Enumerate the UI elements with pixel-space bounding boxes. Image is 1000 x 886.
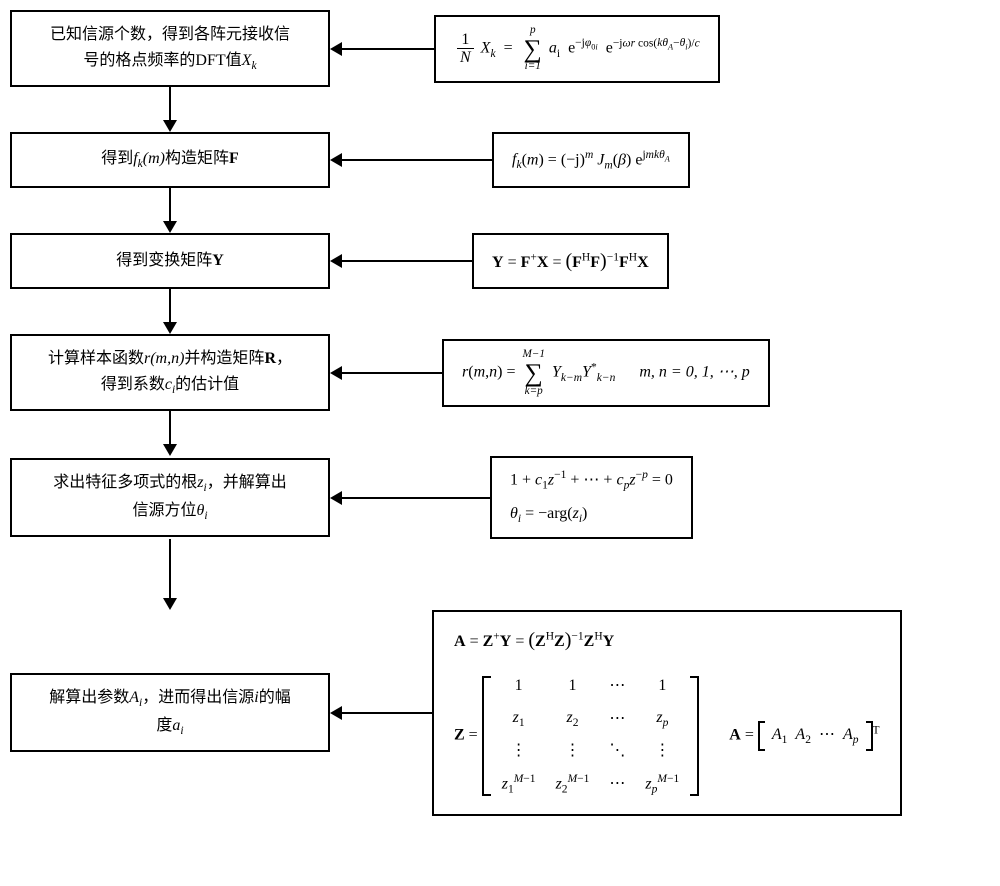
eq5-box: 1 + c1z−1 + ⋯ + cpz−p = 0 θi = −arg(zi) bbox=[490, 456, 693, 539]
step6-text-a: 解算出参数 bbox=[49, 689, 129, 706]
step3-box: 得到变换矩阵Y bbox=[10, 233, 330, 289]
arrow-h-2 bbox=[330, 153, 492, 167]
step1-var: X bbox=[242, 52, 252, 69]
row-3: 得到变换矩阵Y Y = F+X = (FHF)−1FHX bbox=[10, 233, 990, 289]
step6-text-c: 的幅 bbox=[259, 689, 291, 706]
matrix-Z: 11⋯1 z1z2⋯zp ⋮⋮⋱⋮ z1M−1z2M−1⋯zpM−1 bbox=[492, 670, 690, 802]
step6-box: 解算出参数Ai，进而得出信源i的幅 度ai bbox=[10, 673, 330, 752]
eq4-Y1sub: k−m bbox=[561, 372, 582, 384]
step4-text-a: 计算样本函数 bbox=[48, 350, 144, 367]
eq1-k: k bbox=[490, 47, 495, 59]
step6-text-b: ，进而得出信源 bbox=[142, 689, 254, 706]
row-6: 解算出参数Ai，进而得出信源i的幅 度ai A = Z+Y = (ZHZ)−1Z… bbox=[10, 610, 990, 816]
eq6-A: A = A1 A2 ⋯ Ap T bbox=[729, 721, 879, 751]
eq6-line1: A = Z+Y = (ZHZ)−1ZHY bbox=[454, 624, 614, 656]
eq4-sum-bot: k=p bbox=[522, 386, 544, 397]
eq1-exp1: −jφ0i bbox=[575, 37, 598, 49]
step5-text-c: 信源方位 bbox=[132, 502, 196, 519]
eq6-Z: Z = 11⋯1 z1z2⋯zp ⋮⋮⋱⋮ z1M−1z2M−1⋯zpM−1 bbox=[454, 670, 699, 802]
arrow-h-3 bbox=[330, 254, 472, 268]
step6-A: A bbox=[129, 689, 139, 706]
eq5: 1 + c1z−1 + ⋯ + cpz−p = 0 θi = −arg(zi) bbox=[510, 466, 673, 529]
eq4: r(m,n) = M−1∑k=p Yk−mY*k−n m, n = 0, 1, … bbox=[462, 349, 750, 397]
step2-F: F bbox=[229, 150, 239, 167]
arrow-h-6 bbox=[330, 706, 432, 720]
eq5-line1: 1 + c1z−1 + ⋯ + cpz−p = 0 bbox=[510, 466, 673, 495]
eq2-exp: jmkθA bbox=[642, 149, 669, 161]
step1-var-sub: k bbox=[251, 60, 256, 72]
row-4: 计算样本函数r(m,n)并构造矩阵R， 得到系数ci的估计值 r(m,n) = … bbox=[10, 334, 990, 411]
eq5-line2: θi = −arg(zi) bbox=[510, 501, 587, 529]
step6-text-d: 度 bbox=[156, 717, 172, 734]
step1-text-line1: 已知信源个数，得到各阵元接收信 bbox=[50, 26, 290, 43]
step4-text-d: 得到系数 bbox=[101, 376, 165, 393]
step4-text-b: 并构造矩阵 bbox=[184, 350, 264, 367]
bracket-l2-icon bbox=[758, 721, 766, 751]
eq1-a: a bbox=[549, 39, 557, 56]
step4-R: R bbox=[264, 350, 276, 367]
step5-theta-i: i bbox=[204, 510, 207, 522]
step5-text-b: ，并解算出 bbox=[207, 474, 287, 491]
step3-text: 得到变换矩阵 bbox=[116, 252, 212, 269]
step2-text-b: 构造矩阵 bbox=[165, 150, 229, 167]
step5-box: 求出特征多项式的根zi，并解算出 信源方位θi bbox=[10, 458, 330, 537]
eq2-sup-m: m bbox=[585, 149, 593, 161]
eq1-frac-den: N bbox=[457, 49, 474, 67]
eq2-Jm: m bbox=[604, 159, 612, 171]
eq4-Y2sub: k−n bbox=[597, 372, 616, 384]
step2-box: 得到fk(m)构造矩阵F bbox=[10, 132, 330, 188]
eq6-lower: Z = 11⋯1 z1z2⋯zp ⋮⋮⋱⋮ z1M−1z2M−1⋯zpM−1 bbox=[454, 670, 880, 802]
eq1: 1N Xk = p∑i=1 ai e−jφ0i e−jωr cos(kθA−θi… bbox=[454, 25, 700, 73]
arrow-h-4 bbox=[330, 366, 442, 380]
row-2: 得到fk(m)构造矩阵F fk(m) = (−j)m Jm(β) ejmkθA bbox=[10, 132, 990, 188]
eq2-box: fk(m) = (−j)m Jm(β) ejmkθA bbox=[492, 132, 690, 188]
eq3-box: Y = F+X = (FHF)−1FHX bbox=[472, 233, 669, 289]
step3-Y: Y bbox=[212, 252, 224, 269]
step4-c: c bbox=[165, 376, 172, 393]
arrow-h-5 bbox=[330, 491, 490, 505]
eq1-box: 1N Xk = p∑i=1 ai e−jφ0i e−jωr cos(kθA−θi… bbox=[434, 15, 720, 83]
step6-ai: i bbox=[180, 725, 183, 737]
step4-rmn: r(m,n) bbox=[144, 350, 184, 367]
eq1-X: X bbox=[481, 39, 491, 56]
bracket-r-icon bbox=[689, 676, 699, 796]
eq1-frac-num: 1 bbox=[457, 31, 474, 50]
eq1-sum-bot: i=1 bbox=[524, 61, 542, 72]
bracket-l-icon bbox=[482, 676, 492, 796]
step1-box: 已知信源个数，得到各阵元接收信 号的格点频率的DFT值Xk bbox=[10, 10, 330, 87]
step4-box: 计算样本函数r(m,n)并构造矩阵R， 得到系数ci的估计值 bbox=[10, 334, 330, 411]
eq4-box: r(m,n) = M−1∑k=p Yk−mY*k−n m, n = 0, 1, … bbox=[442, 339, 770, 407]
eq3: Y = F+X = (FHF)−1FHX bbox=[492, 245, 649, 277]
eq6-transpose: T bbox=[873, 724, 880, 736]
step4-text-e: 的估计值 bbox=[175, 376, 239, 393]
step4-text-c: ， bbox=[276, 350, 292, 367]
eq1-exp2: −jωr cos(kθA−θi)/c bbox=[613, 37, 700, 49]
step2-f-arg: (m) bbox=[143, 150, 165, 167]
bracket-r2-icon bbox=[865, 721, 873, 751]
step5-text-a: 求出特征多项式的根 bbox=[53, 474, 197, 491]
eq6-box: A = Z+Y = (ZHZ)−1ZHY Z = 11⋯1 z1z2⋯zp ⋮⋮… bbox=[432, 610, 902, 816]
eq4-cond: m, n = 0, 1, ⋯, p bbox=[639, 363, 749, 380]
eq1-a-sub: i bbox=[557, 47, 560, 59]
step1-text-line2: 号的格点频率的DFT值 bbox=[83, 52, 241, 69]
arrow-h-1 bbox=[330, 42, 434, 56]
step2-text-a: 得到 bbox=[101, 150, 133, 167]
eq2: fk(m) = (−j)m Jm(β) ejmkθA bbox=[512, 146, 670, 175]
row-1: 已知信源个数，得到各阵元接收信 号的格点频率的DFT值Xk 1N Xk = p∑… bbox=[10, 10, 990, 87]
row-5: 求出特征多项式的根zi，并解算出 信源方位θi 1 + c1z−1 + ⋯ + … bbox=[10, 456, 990, 539]
